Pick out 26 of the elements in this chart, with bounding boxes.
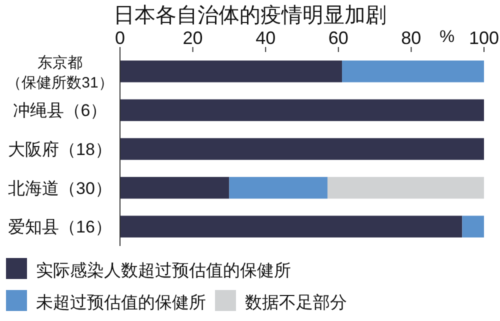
- legend-label: 实际感染人数超过预估值的保健所: [36, 261, 291, 280]
- bar: [120, 216, 462, 238]
- bar: [120, 138, 484, 160]
- x-tick-label: 60: [328, 28, 348, 48]
- legend-label: 未超过预估值的保健所: [36, 293, 206, 312]
- bar: [120, 60, 342, 82]
- x-axis-title: %: [439, 27, 455, 46]
- x-tick-label: 100: [468, 28, 500, 48]
- legend: 数据不足部分: [215, 290, 347, 312]
- x-tick-label: 0: [114, 28, 126, 48]
- bar: [342, 60, 484, 82]
- chart-title: 日本各自治体的疫情明显加剧: [114, 4, 386, 27]
- y-tick-label: 大阪府（18）: [8, 140, 112, 159]
- y-tick-label: 爱知县（16）: [8, 218, 112, 237]
- x-tick-label: 20: [182, 28, 203, 48]
- legend-label: 数据不足部分: [245, 293, 347, 312]
- x-tick-label: 40: [256, 28, 276, 48]
- bar: [120, 176, 230, 199]
- bar: [462, 216, 484, 238]
- legend: 未超过预估值的保健所: [6, 290, 206, 312]
- y-tick-label: 北海道（30）: [8, 178, 112, 198]
- legend: 实际感染人数超过预估值的保健所: [6, 258, 291, 280]
- y-tick-label: 东京都（保健所数31）: [6, 54, 114, 92]
- y-tick-label: 冲绳县（6）: [12, 101, 108, 120]
- x-tick-label: 80: [401, 28, 422, 48]
- bar: [120, 99, 484, 122]
